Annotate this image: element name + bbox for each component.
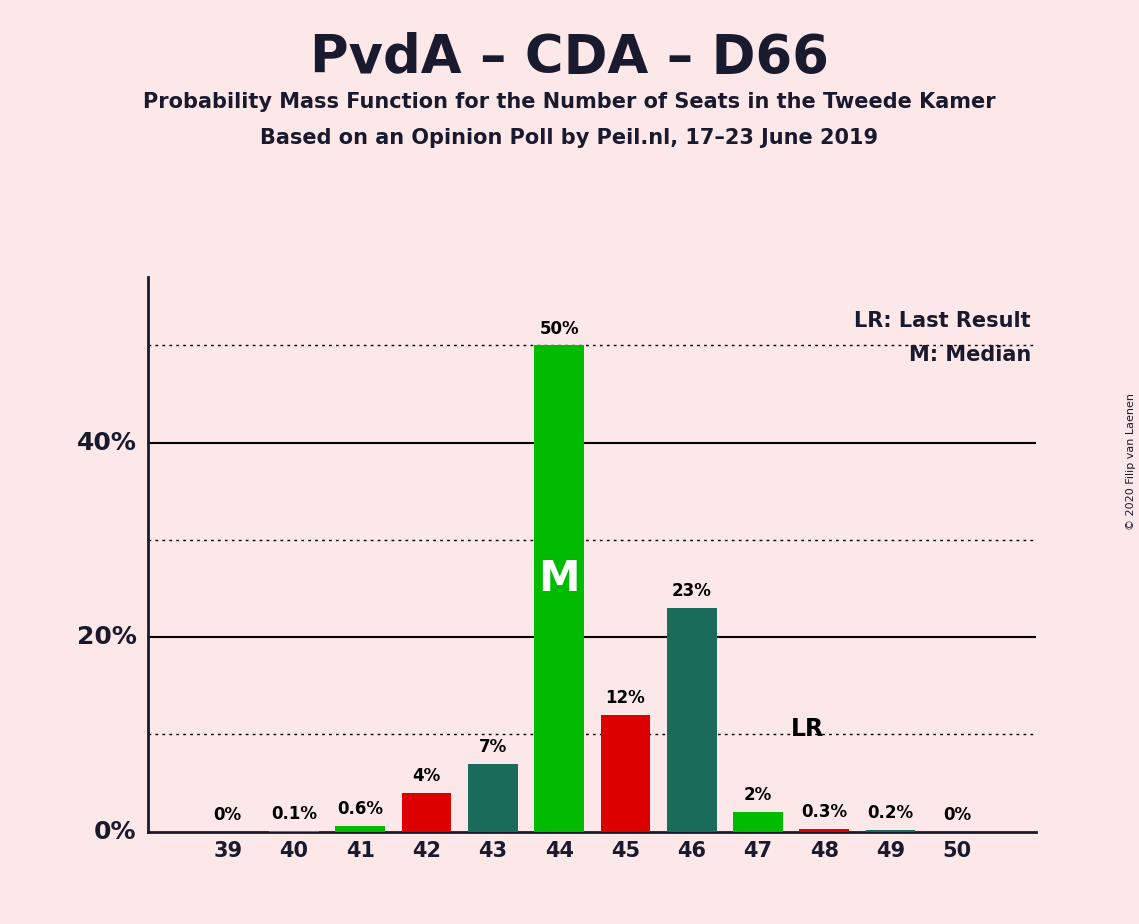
Text: M: Median: M: Median — [909, 345, 1031, 365]
Bar — [335, 826, 385, 832]
Text: 0.2%: 0.2% — [868, 804, 913, 821]
Bar — [734, 812, 782, 832]
Bar — [666, 608, 716, 832]
Text: 0.6%: 0.6% — [337, 800, 383, 818]
Text: 20%: 20% — [76, 625, 137, 649]
Text: 7%: 7% — [478, 737, 507, 756]
Text: PvdA – CDA – D66: PvdA – CDA – D66 — [310, 32, 829, 84]
Text: LR: LR — [792, 717, 825, 741]
Text: Probability Mass Function for the Number of Seats in the Tweede Kamer: Probability Mass Function for the Number… — [144, 92, 995, 113]
Text: 0.1%: 0.1% — [271, 805, 317, 823]
Text: 12%: 12% — [606, 689, 646, 707]
Bar — [600, 715, 650, 832]
Text: 0.3%: 0.3% — [801, 803, 847, 821]
Text: 0%: 0% — [943, 806, 970, 824]
Bar — [402, 793, 451, 832]
Text: 2%: 2% — [744, 786, 772, 805]
Text: 50%: 50% — [540, 320, 579, 337]
Text: M: M — [539, 558, 580, 600]
Text: Based on an Opinion Poll by Peil.nl, 17–23 June 2019: Based on an Opinion Poll by Peil.nl, 17–… — [261, 128, 878, 148]
Bar — [468, 763, 518, 832]
Text: 40%: 40% — [76, 431, 137, 455]
Bar — [866, 830, 916, 832]
Text: © 2020 Filip van Laenen: © 2020 Filip van Laenen — [1126, 394, 1136, 530]
Text: 23%: 23% — [672, 582, 712, 600]
Text: 4%: 4% — [412, 767, 441, 784]
Text: 0%: 0% — [95, 820, 137, 844]
Text: LR: Last Result: LR: Last Result — [854, 311, 1031, 331]
Bar — [534, 346, 584, 832]
Text: 0%: 0% — [214, 806, 241, 824]
Bar — [269, 831, 319, 832]
Bar — [800, 829, 850, 832]
